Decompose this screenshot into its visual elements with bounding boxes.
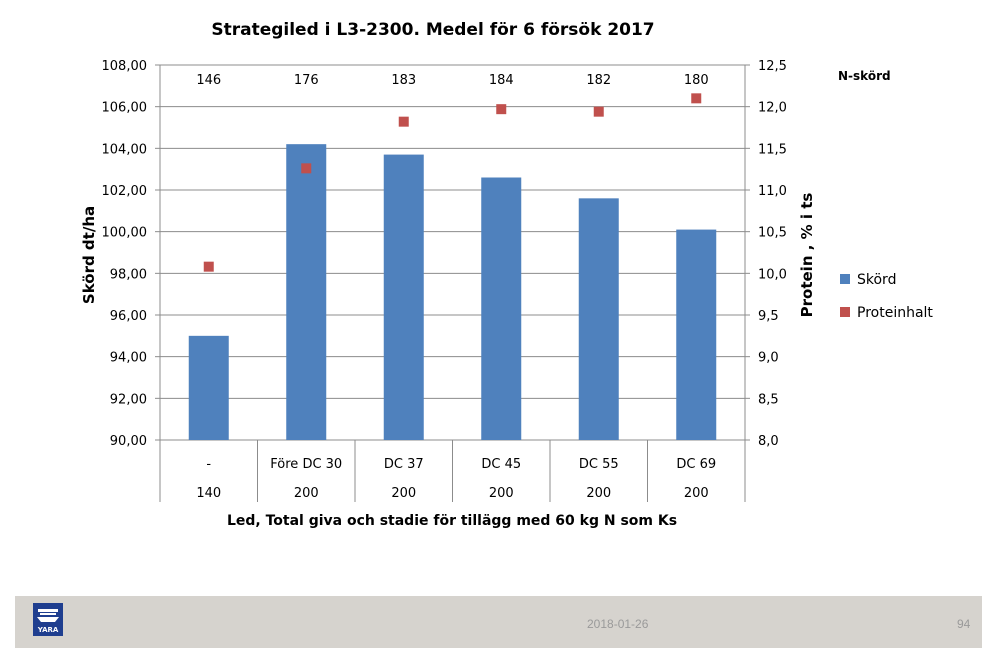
y-axis-left-label: Skörd dt/ha (80, 206, 98, 304)
left-tick-label: 100,00 (102, 226, 148, 241)
total-giva-label: 200 (294, 486, 319, 501)
left-tick-labels: 90,00 92,00 94,00 96,00 98,00 100,00 102,00 104… (102, 59, 148, 449)
total-giva-label: 200 (391, 486, 416, 501)
chart: Strategiled i L3-2300. Medel för 6 försö… (80, 20, 933, 529)
point-proteinhalt (203, 261, 214, 272)
point-proteinhalt (301, 163, 312, 174)
bar-skord (188, 335, 229, 440)
legend: Skörd Proteinhalt (840, 272, 933, 321)
left-tick-label: 106,00 (102, 101, 148, 116)
total-giva-label: 200 (489, 486, 514, 501)
n-skord-header: N-skörd (838, 69, 891, 83)
y-axis-right-label: Protein , % i ts (798, 193, 816, 318)
total-giva-label: 140 (196, 486, 221, 501)
left-tick-label: 90,00 (110, 434, 147, 449)
category-table: - Före DC 30 DC 37 DC 45 DC 55 DC 69 140 200 200… (196, 457, 716, 501)
legend-swatch-proteinhalt (840, 307, 850, 317)
left-tick-label: 108,00 (102, 59, 148, 74)
bar-skord (383, 154, 424, 441)
left-tick-label: 98,00 (110, 267, 147, 282)
right-tick-label: 10,0 (758, 267, 787, 282)
right-tick-label: 12,0 (758, 101, 787, 116)
n-skord-value: 182 (586, 73, 611, 88)
right-tick-label: 11,5 (758, 142, 787, 157)
bar-skord (286, 144, 327, 440)
right-tick-label: 8,5 (758, 392, 779, 407)
right-tick-label: 9,5 (758, 309, 779, 324)
n-skord-value: 183 (391, 73, 416, 88)
bar-skord (676, 229, 717, 440)
n-skord-value: 180 (684, 73, 709, 88)
left-tick-label: 94,00 (110, 351, 147, 366)
point-proteinhalt (398, 116, 409, 127)
right-tick-label: 11,0 (758, 184, 787, 199)
footer-date: 2018-01-26 (587, 617, 649, 631)
point-proteinhalt (691, 93, 702, 104)
total-giva-label: 200 (586, 486, 611, 501)
logo-text: YARA (37, 626, 59, 634)
n-skord-value: 184 (489, 73, 514, 88)
footer-bar (15, 596, 982, 648)
left-tick-label: 102,00 (102, 184, 148, 199)
n-skord-value: 176 (294, 73, 319, 88)
grid (160, 64, 745, 441)
right-tick-labels: 8,0 8,5 9,0 9,5 10,0 10,5 11,0 11,5 12,0 12,5 (758, 59, 787, 449)
x-axis-label: Led, Total giva och stadie för tillägg m… (227, 513, 677, 529)
total-giva-label: 200 (684, 486, 709, 501)
page-number: 94 (957, 617, 971, 631)
bar-skord (578, 198, 619, 440)
yara-ship-icon (37, 609, 59, 622)
category-label: - (206, 457, 211, 472)
n-skord-value: 146 (196, 73, 221, 88)
right-tick-label: 12,5 (758, 59, 787, 74)
category-label: DC 55 (579, 457, 619, 472)
bars (188, 144, 717, 441)
right-tick-label: 8,0 (758, 434, 779, 449)
point-proteinhalt (593, 106, 604, 117)
points (203, 93, 702, 272)
right-tick-label: 10,5 (758, 226, 787, 241)
category-label: Före DC 30 (270, 457, 342, 472)
category-label: DC 37 (384, 457, 424, 472)
left-tick-label: 104,00 (102, 142, 148, 157)
right-tick-label: 9,0 (758, 351, 779, 366)
left-tick-label: 92,00 (110, 392, 147, 407)
legend-label-skord: Skörd (857, 272, 896, 288)
yara-logo: YARA (33, 603, 63, 636)
axes (155, 64, 750, 502)
left-tick-label: 96,00 (110, 309, 147, 324)
point-proteinhalt (496, 104, 507, 115)
bar-skord (481, 177, 522, 440)
category-label: DC 69 (676, 457, 716, 472)
n-skord-labels: 146 176 183 184 182 180 (196, 73, 708, 88)
legend-label-proteinhalt: Proteinhalt (857, 305, 933, 321)
legend-swatch-skord (840, 274, 850, 284)
chart-title: Strategiled i L3-2300. Medel för 6 försö… (211, 20, 654, 40)
category-label: DC 45 (481, 457, 521, 472)
